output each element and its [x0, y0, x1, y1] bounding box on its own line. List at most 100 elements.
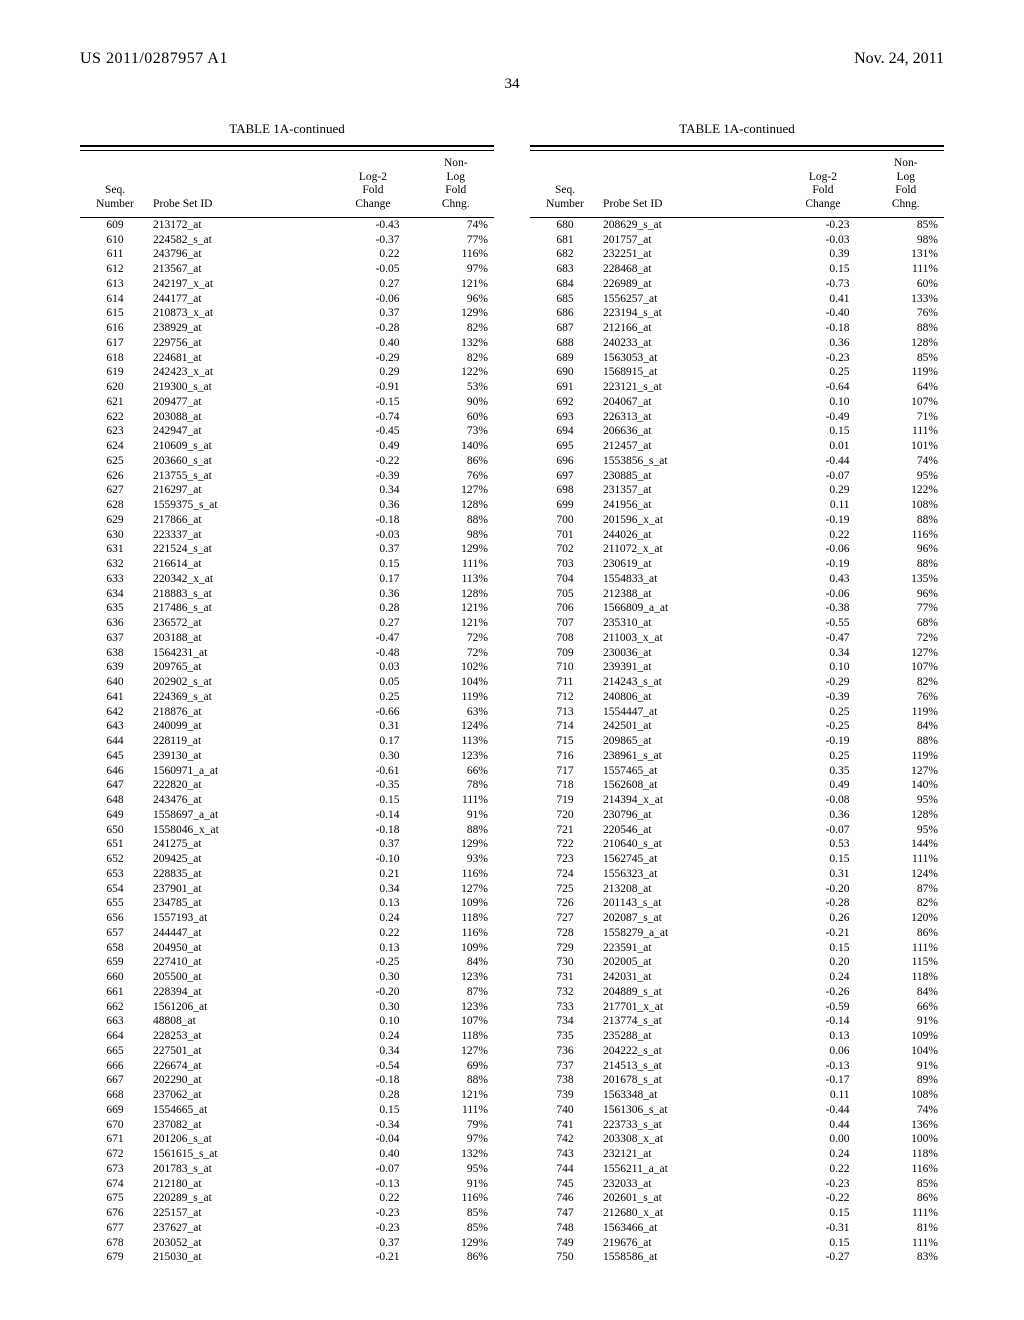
cell-log2: 0.40 — [328, 1148, 417, 1163]
cell-log2: 0.24 — [778, 1148, 867, 1163]
cell-seq: 673 — [80, 1162, 150, 1177]
cell-seq: 625 — [80, 454, 150, 469]
cell-nlf: 116% — [868, 1162, 944, 1177]
cell-probe: 235310_at — [600, 617, 778, 632]
table-row: 654237901_at0.34127% — [80, 882, 494, 897]
cell-probe: 201757_at — [600, 233, 778, 248]
rule-thin — [530, 150, 944, 151]
cell-log2: 0.28 — [328, 602, 417, 617]
cell-probe: 203052_at — [150, 1236, 328, 1251]
cell-probe: 203308_x_at — [600, 1133, 778, 1148]
table-row: 699241956_at0.11108% — [530, 499, 944, 514]
cell-seq: 640 — [80, 676, 150, 691]
cell-seq: 653 — [80, 867, 150, 882]
cell-nlf: 111% — [418, 558, 494, 573]
cell-seq: 717 — [530, 764, 600, 779]
cell-log2: -0.27 — [778, 1251, 867, 1266]
table-row: 609213172_at-0.4374% — [80, 218, 494, 233]
cell-seq: 748 — [530, 1221, 600, 1236]
cell-nlf: 87% — [868, 882, 944, 897]
cell-nlf: 85% — [868, 1177, 944, 1192]
cell-nlf: 90% — [418, 395, 494, 410]
page-header: US 2011/0287957 A1 Nov. 24, 2011 — [80, 50, 944, 68]
table-row: 6691554665_at0.15111% — [80, 1103, 494, 1118]
cell-log2: -0.61 — [328, 764, 417, 779]
cell-probe: 237082_at — [150, 1118, 328, 1133]
table-row: 641224369_s_at0.25119% — [80, 690, 494, 705]
cell-probe: 1561615_s_at — [150, 1148, 328, 1163]
table-row: 679215030_at-0.2186% — [80, 1251, 494, 1266]
cell-log2: -0.03 — [328, 528, 417, 543]
cell-probe: 229756_at — [150, 336, 328, 351]
cell-probe: 1559375_s_at — [150, 499, 328, 514]
table-row: 633220342_x_at0.17113% — [80, 572, 494, 587]
cell-probe: 208629_s_at — [600, 218, 778, 233]
cell-seq: 619 — [80, 366, 150, 381]
cell-probe: 1557465_at — [600, 764, 778, 779]
cell-probe: 1556323_at — [600, 867, 778, 882]
cell-probe: 228468_at — [600, 263, 778, 278]
cell-log2: -0.44 — [778, 1103, 867, 1118]
cell-log2: -0.35 — [328, 779, 417, 794]
cell-seq: 716 — [530, 749, 600, 764]
cell-probe: 220289_s_at — [150, 1192, 328, 1207]
table-row: 621209477_at-0.1590% — [80, 395, 494, 410]
cell-seq: 725 — [530, 882, 600, 897]
cell-nlf: 91% — [418, 808, 494, 823]
cell-seq: 650 — [80, 823, 150, 838]
two-column-layout: TABLE 1A-continued Seq. Number Probe Set… — [80, 121, 944, 1266]
cell-probe: 212388_at — [600, 587, 778, 602]
cell-seq: 734 — [530, 1015, 600, 1030]
cell-log2: 0.37 — [328, 307, 417, 322]
cell-log2: -0.15 — [328, 395, 417, 410]
cell-log2: 0.05 — [328, 676, 417, 691]
cell-probe: 223121_s_at — [600, 381, 778, 396]
cell-nlf: 127% — [418, 1044, 494, 1059]
table-row: 7501558586_at-0.2783% — [530, 1251, 944, 1266]
cell-probe: 1556257_at — [600, 292, 778, 307]
table-row: 629217866_at-0.1888% — [80, 513, 494, 528]
table-row: 7181562608_at0.49140% — [530, 779, 944, 794]
cell-probe: 202087_s_at — [600, 912, 778, 927]
cell-log2: 0.41 — [778, 292, 867, 307]
table-row: 707235310_at-0.5568% — [530, 617, 944, 632]
cell-seq: 743 — [530, 1148, 600, 1163]
table-row: 694206636_at0.15111% — [530, 425, 944, 440]
cell-nlf: 113% — [418, 735, 494, 750]
rule-top — [80, 145, 494, 147]
table-head: Seq. Number Probe Set ID Log-2 Fold Chan… — [530, 155, 944, 218]
table-row: 6851556257_at0.41133% — [530, 292, 944, 307]
cell-log2: -0.38 — [778, 602, 867, 617]
cell-probe: 1554833_at — [600, 572, 778, 587]
table-row: 747212680_x_at0.15111% — [530, 1207, 944, 1222]
cell-nlf: 95% — [868, 794, 944, 809]
cell-log2: -0.47 — [328, 631, 417, 646]
cell-probe: 217866_at — [150, 513, 328, 528]
cell-seq: 626 — [80, 469, 150, 484]
table-row: 725213208_at-0.2087% — [530, 882, 944, 897]
cell-seq: 676 — [80, 1207, 150, 1222]
cell-log2: 0.24 — [328, 1030, 417, 1045]
cell-nlf: 74% — [868, 454, 944, 469]
cell-log2: 0.29 — [328, 366, 417, 381]
cell-nlf: 128% — [418, 587, 494, 602]
cell-log2: 0.37 — [328, 1236, 417, 1251]
table-row: 661228394_at-0.2087% — [80, 985, 494, 1000]
cell-probe: 232033_at — [600, 1177, 778, 1192]
cell-log2: 0.24 — [778, 971, 867, 986]
cell-nlf: 100% — [868, 1133, 944, 1148]
cell-probe: 209765_at — [150, 661, 328, 676]
cell-probe: 237627_at — [150, 1221, 328, 1236]
cell-log2: 0.22 — [778, 528, 867, 543]
cell-seq: 668 — [80, 1089, 150, 1104]
cell-probe: 217486_s_at — [150, 602, 328, 617]
cell-probe: 225157_at — [150, 1207, 328, 1222]
cell-log2: 0.15 — [778, 1207, 867, 1222]
cell-probe: 232121_at — [600, 1148, 778, 1163]
cell-seq: 624 — [80, 440, 150, 455]
cell-log2: 0.15 — [328, 558, 417, 573]
cell-seq: 677 — [80, 1221, 150, 1236]
cell-probe: 202601_s_at — [600, 1192, 778, 1207]
cell-log2: -0.40 — [778, 307, 867, 322]
data-table-left: Seq. Number Probe Set ID Log-2 Fold Chan… — [80, 155, 494, 1266]
